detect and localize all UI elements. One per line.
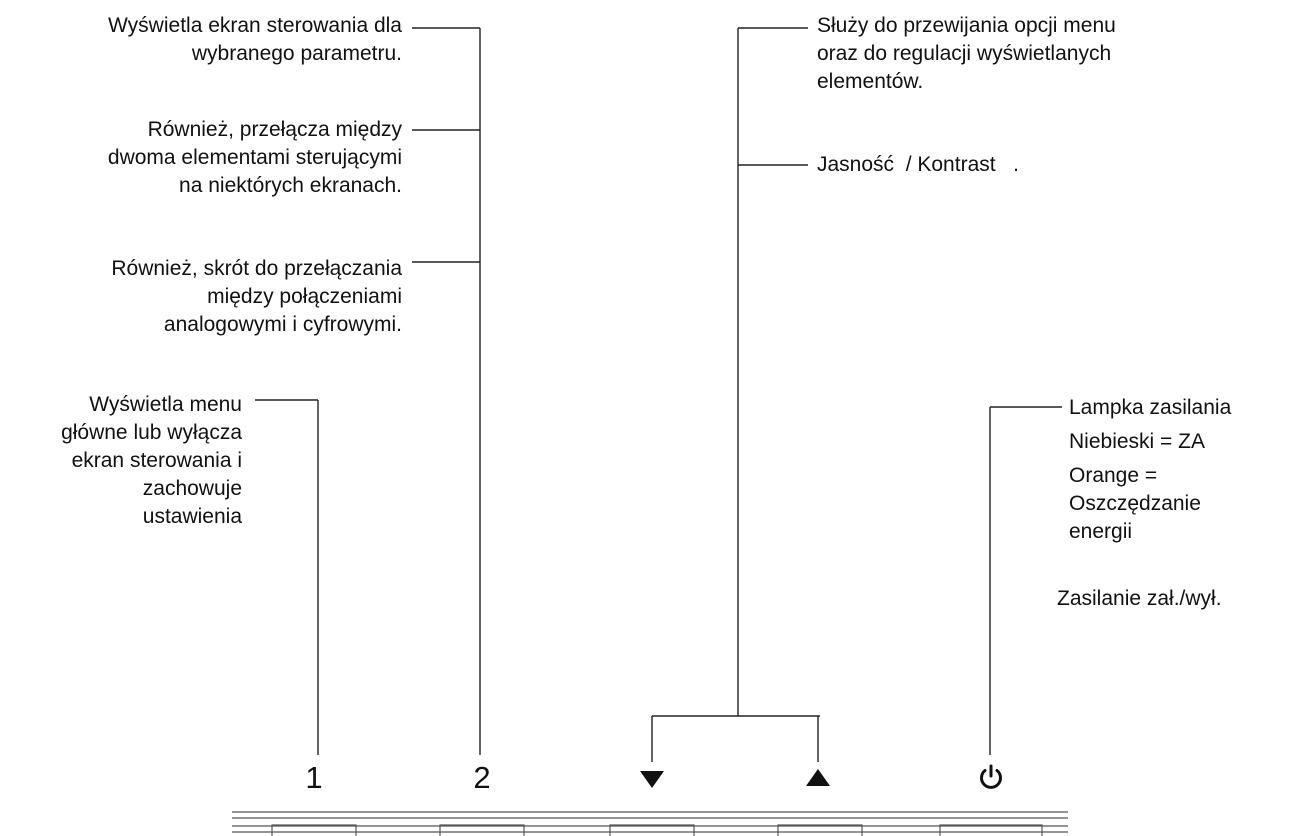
button-2[interactable]: 2 xyxy=(473,760,491,795)
callout-toggle-controls: Również, przełącza między dwoma elementa… xyxy=(107,118,402,197)
down-arrow-icon[interactable] xyxy=(640,771,664,788)
callout-scroll-menu: Służy do przewijania opcji menu oraz do … xyxy=(817,14,1116,93)
callout-analog-digital-shortcut: Również, skrót do przełączania między po… xyxy=(111,257,402,336)
callout-main-menu: Wyświetla menu główne lub wyłącza ekran … xyxy=(61,393,242,528)
button-1[interactable]: 1 xyxy=(305,760,323,795)
callout-power-switch: Zasilanie zał./wył. xyxy=(1057,587,1222,610)
up-arrow-icon[interactable] xyxy=(806,769,830,786)
monitor-bezel xyxy=(232,811,1068,836)
callout-brightness-contrast: Jasność / Kontrast . xyxy=(817,153,1019,176)
callout-power-led: Lampka zasilania Niebieski = ZA Orange =… xyxy=(1069,396,1232,543)
callout-display-control-screen: Wyświetla ekran sterowania dla wybranego… xyxy=(108,14,402,65)
power-icon[interactable] xyxy=(976,762,1006,792)
